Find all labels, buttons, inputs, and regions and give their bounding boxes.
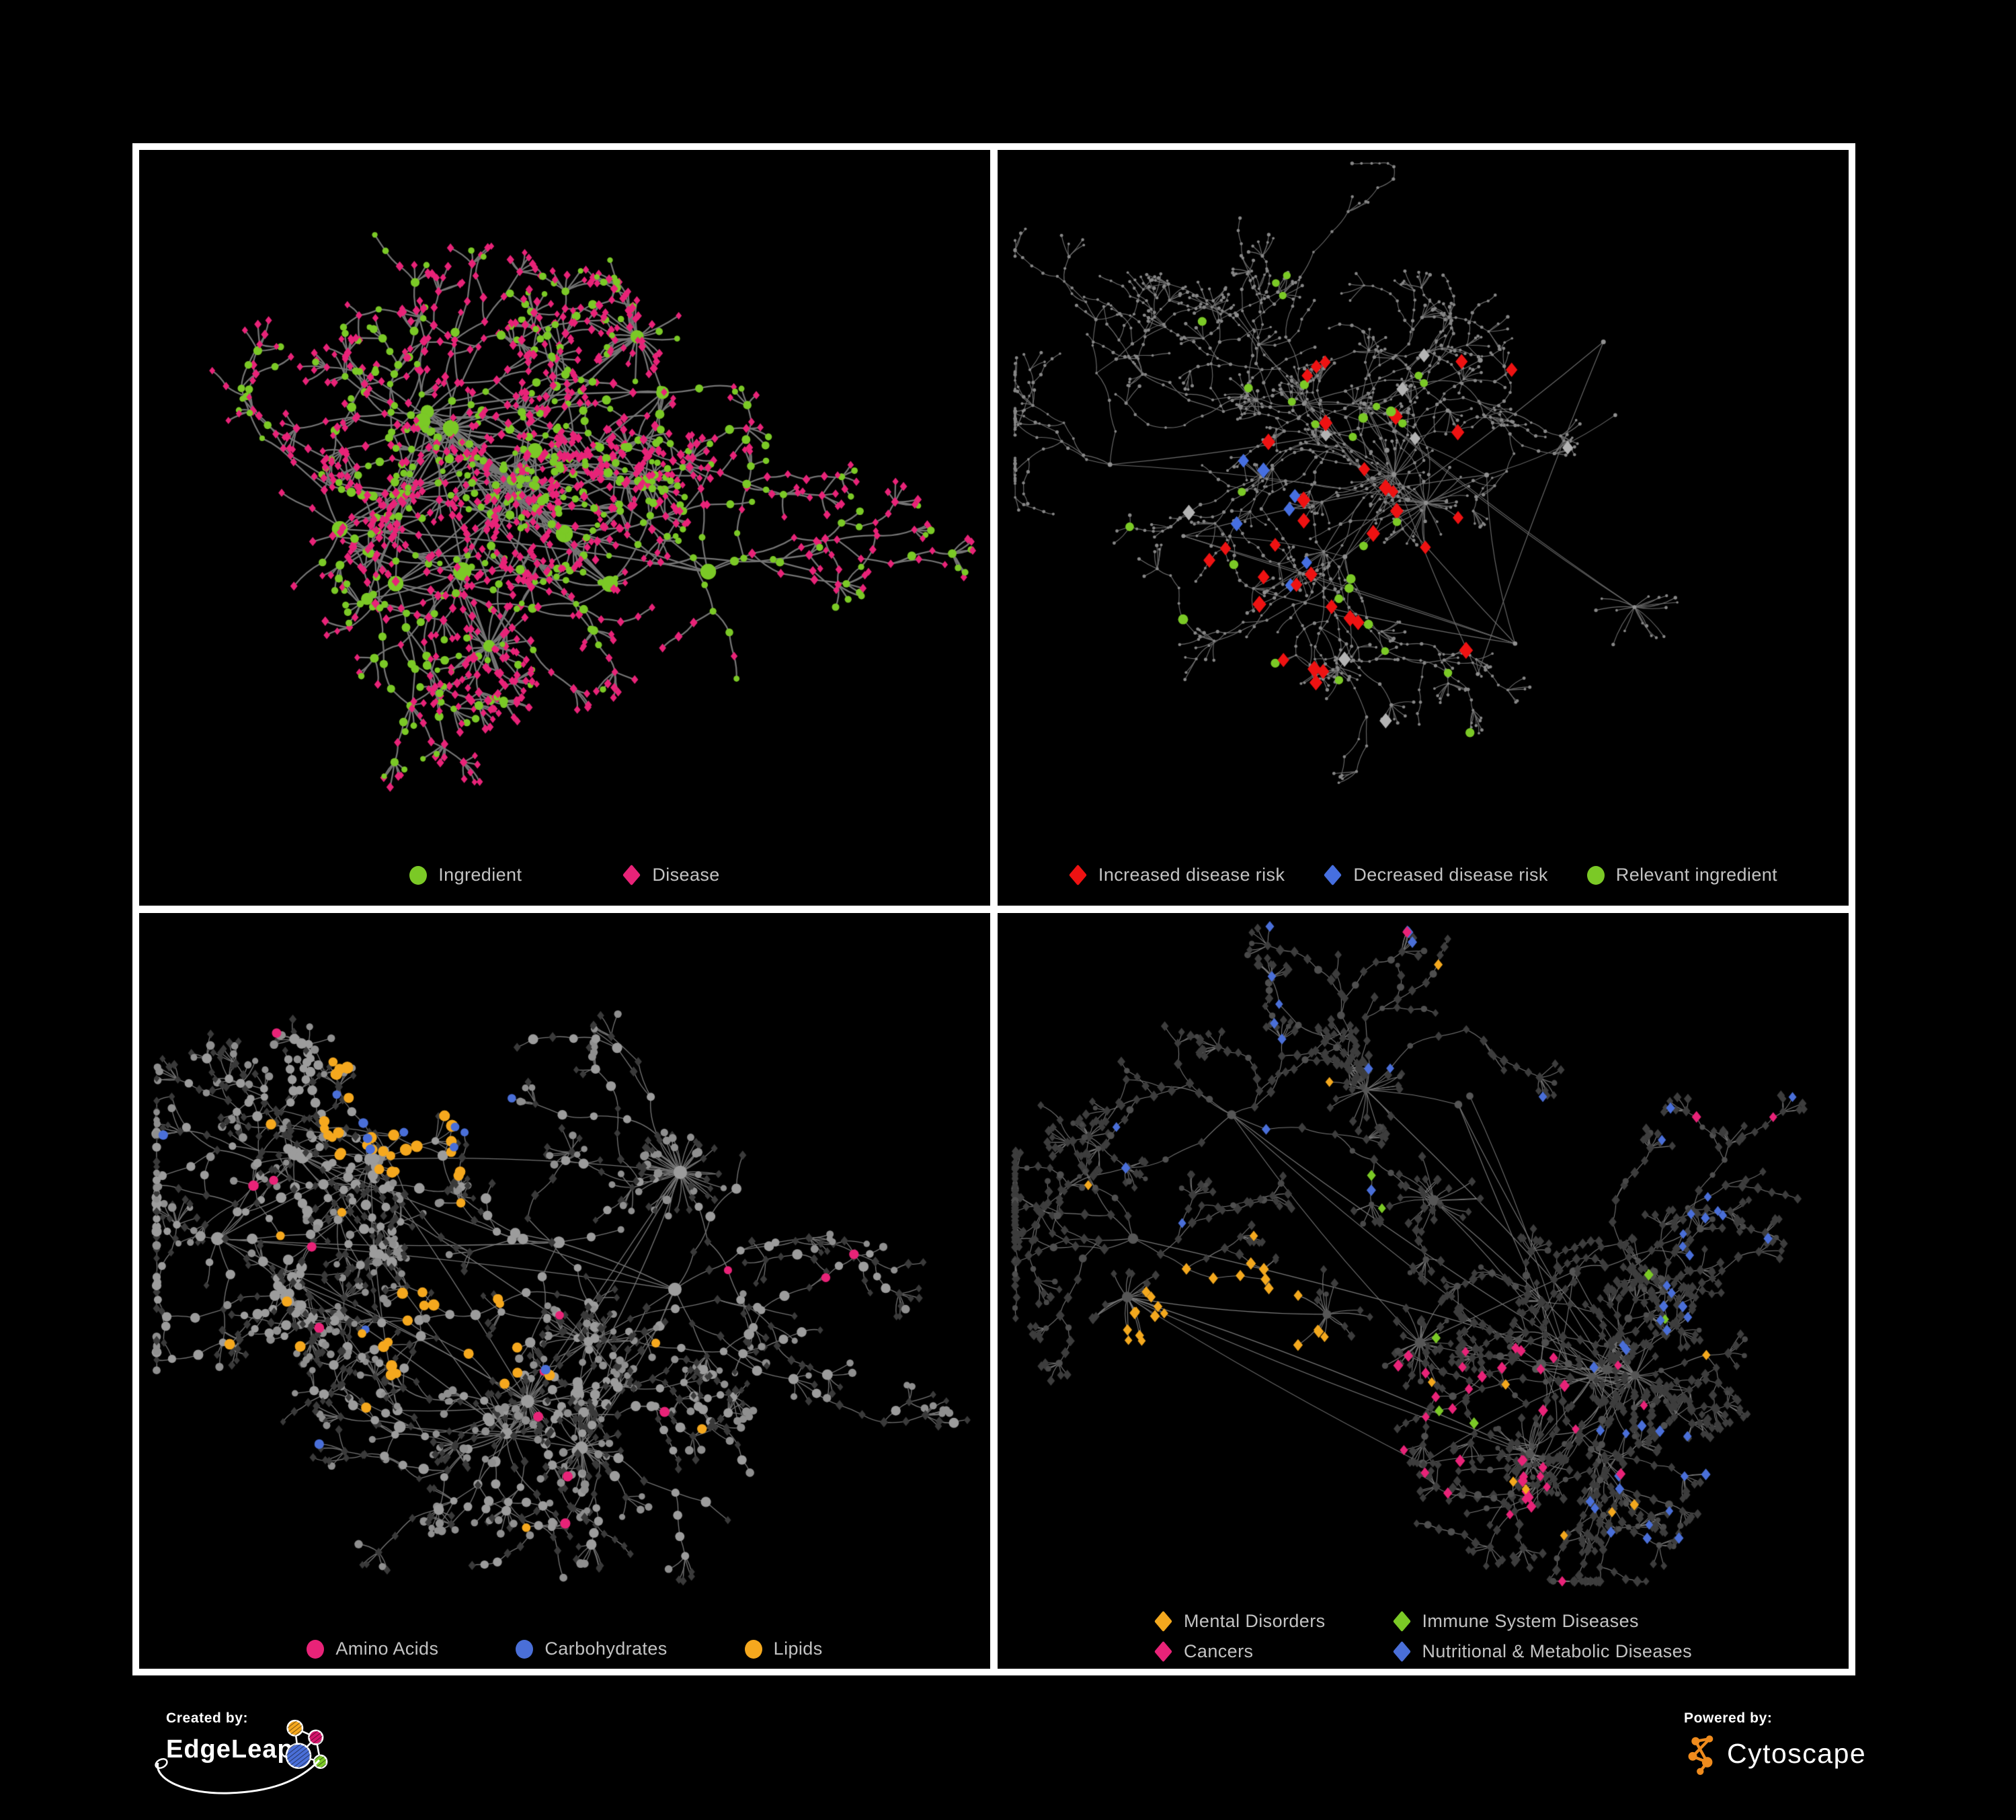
cytoscape-logo: Cytoscape bbox=[1684, 1732, 1866, 1775]
panel-nutrient-class-network: Amino Acids Carbohydrates Lipids bbox=[139, 913, 990, 1669]
powered-by-label: Powered by: bbox=[1684, 1710, 1773, 1726]
legend-label: Immune System Diseases bbox=[1422, 1611, 1639, 1631]
legend-label: Increased disease risk bbox=[1098, 865, 1285, 885]
legend-label: Cancers bbox=[1184, 1641, 1254, 1661]
legend-circle-swatch bbox=[409, 865, 428, 885]
network-canvas bbox=[139, 150, 990, 906]
panel-disease-class-network: Mental Disorders Immune System Diseases Ca… bbox=[998, 913, 1849, 1669]
legend-circle-swatch bbox=[516, 1639, 534, 1659]
legend: Mental Disorders Immune System Diseases Ca… bbox=[998, 1610, 1849, 1663]
legend-label: Nutritional & Metabolic Diseases bbox=[1422, 1641, 1692, 1661]
edgeleap-wordmark: EdgeLeap bbox=[166, 1735, 294, 1764]
legend-label: Disease bbox=[652, 865, 720, 885]
legend-item: Immune System Diseases bbox=[1392, 1610, 1692, 1632]
legend-item: Relevant ingredient bbox=[1586, 865, 1778, 885]
legend-diamond-swatch bbox=[1154, 1610, 1172, 1632]
legend-item: Nutritional & Metabolic Diseases bbox=[1392, 1640, 1692, 1663]
figure-frame: Ingredient Disease Increased disease risk… bbox=[132, 143, 1855, 1675]
legend: Ingredient Disease bbox=[139, 864, 990, 886]
legend-label: Carbohydrates bbox=[545, 1638, 668, 1659]
legend-label: Mental Disorders bbox=[1184, 1611, 1326, 1631]
legend-label: Amino Acids bbox=[335, 1638, 439, 1659]
created-by-label: Created by: bbox=[166, 1710, 249, 1726]
legend-diamond-swatch bbox=[1392, 1640, 1411, 1663]
cytoscape-wordmark: Cytoscape bbox=[1727, 1737, 1867, 1769]
legend-circle-swatch bbox=[1586, 865, 1605, 885]
legend-item: Carbohydrates bbox=[516, 1638, 667, 1659]
legend-label: Decreased disease risk bbox=[1353, 865, 1548, 885]
edgeleap-logo: EdgeLeap bbox=[155, 1719, 368, 1794]
legend-circle-swatch bbox=[307, 1639, 325, 1659]
edgeleap-credit: Created by: EdgeLeap bbox=[155, 1710, 368, 1794]
legend-diamond-swatch bbox=[1324, 864, 1342, 886]
cytoscape-network-icon bbox=[1688, 1735, 1713, 1775]
panel-ingredient-disease-network: Ingredient Disease bbox=[139, 150, 990, 906]
legend-item: Ingredient bbox=[409, 865, 522, 885]
legend-label: Relevant ingredient bbox=[1615, 865, 1778, 885]
network-canvas bbox=[998, 150, 1849, 906]
network-canvas bbox=[139, 913, 990, 1669]
legend: Increased disease risk Decreased disease … bbox=[998, 864, 1849, 886]
legend-label: Lipids bbox=[773, 1638, 823, 1659]
legend-circle-swatch bbox=[744, 1639, 762, 1659]
legend-diamond-swatch bbox=[1154, 1640, 1172, 1663]
legend-diamond-swatch bbox=[622, 864, 641, 886]
legend-diamond-swatch bbox=[1068, 864, 1087, 886]
legend-item: Amino Acids bbox=[307, 1638, 438, 1659]
legend-item: Cancers bbox=[1154, 1640, 1325, 1663]
legend-diamond-swatch bbox=[1392, 1610, 1411, 1632]
legend: Amino Acids Carbohydrates Lipids bbox=[139, 1638, 990, 1659]
legend-item: Lipids bbox=[744, 1638, 823, 1659]
panel-disease-risk-network: Increased disease risk Decreased disease … bbox=[998, 150, 1849, 906]
legend-item: Disease bbox=[622, 864, 720, 886]
legend-item: Decreased disease risk bbox=[1324, 864, 1548, 886]
edgeleap-network-icon bbox=[285, 1719, 328, 1769]
cytoscape-credit: Powered by: Cytoscape bbox=[1684, 1710, 1866, 1775]
legend-item: Increased disease risk bbox=[1068, 864, 1285, 886]
legend-label: Ingredient bbox=[438, 865, 522, 885]
network-canvas bbox=[998, 913, 1849, 1669]
legend-item: Mental Disorders bbox=[1154, 1610, 1326, 1632]
